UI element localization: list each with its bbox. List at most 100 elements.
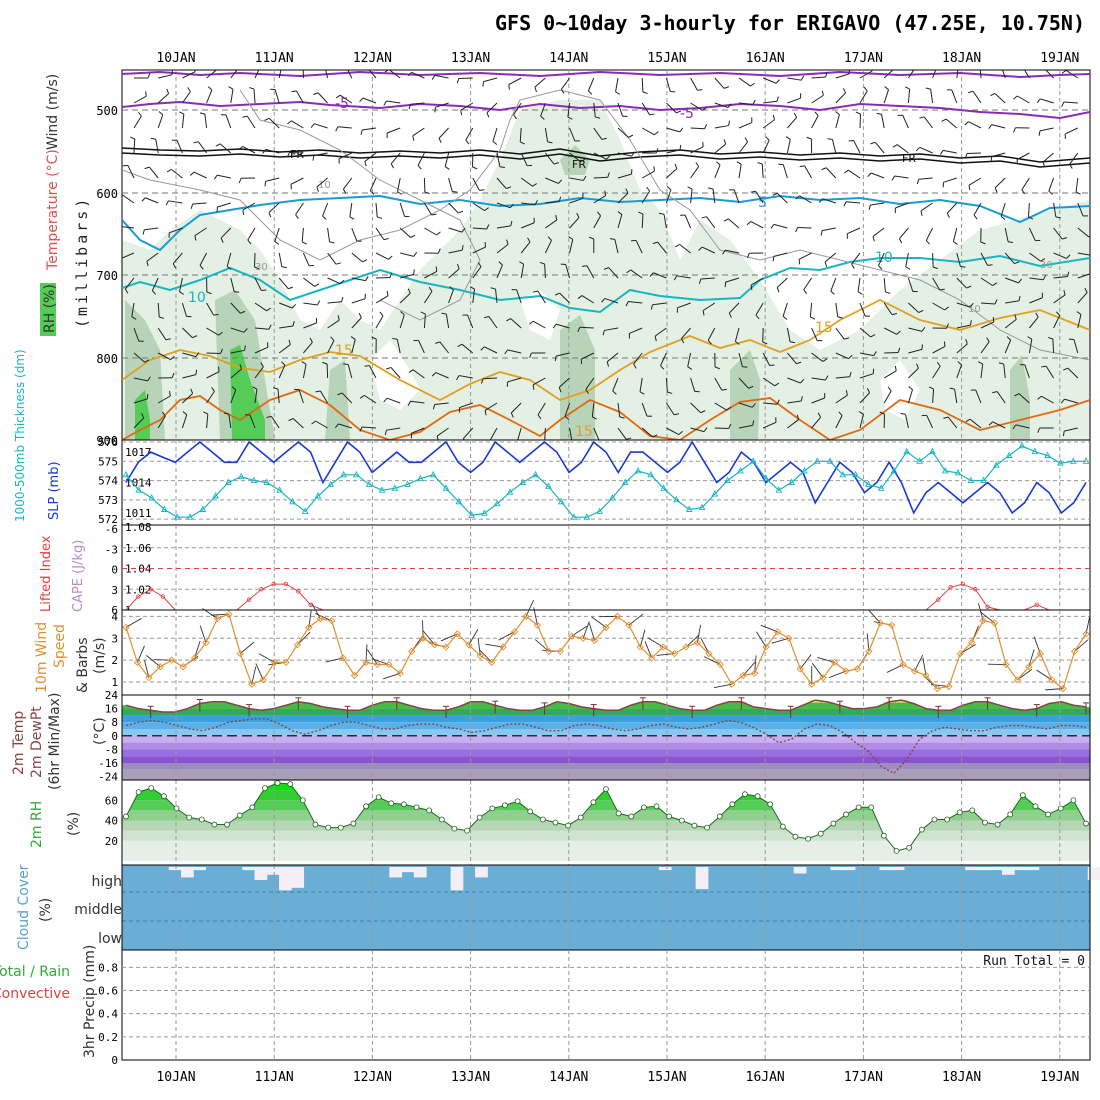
thickness-point	[621, 478, 629, 485]
wind-barb-feather	[970, 320, 972, 326]
rh2m-point	[514, 798, 521, 805]
thickness-point	[839, 470, 847, 478]
wind-barb	[1069, 152, 1079, 165]
wind-barb	[969, 418, 982, 429]
thickness-point	[673, 495, 680, 503]
wind-barb	[923, 116, 933, 129]
wind-barb	[1077, 273, 1090, 279]
wind-barb-feather	[606, 361, 610, 367]
wind-barb-feather	[288, 339, 291, 345]
wind-barb	[314, 123, 328, 129]
wind-barb-feather	[262, 149, 267, 154]
contour-label: 10	[875, 250, 893, 266]
wind-barb	[1064, 127, 1079, 135]
wind10-point	[728, 680, 736, 688]
wind-barb-feather	[892, 144, 898, 148]
wind-barb	[254, 389, 258, 404]
wind-barb	[825, 167, 837, 179]
wind-barb	[859, 414, 864, 429]
rh2m-band	[122, 820, 1090, 831]
wind10-point	[282, 658, 290, 666]
wind-barb	[532, 377, 546, 386]
wind-barb	[448, 289, 454, 304]
wind-barb-feather	[479, 189, 485, 191]
wind-barb	[821, 227, 836, 232]
wind-barb-feather	[827, 138, 833, 140]
wind-barb-feather	[281, 361, 286, 366]
thickness-point	[365, 480, 373, 487]
wind-barb	[303, 341, 313, 354]
wind-barb	[932, 388, 935, 404]
wind-barb-feather	[707, 340, 712, 345]
wind-barb	[1000, 202, 1006, 217]
wind10-point	[990, 619, 999, 627]
wind-barb	[486, 102, 498, 114]
cloud-high-bar	[401, 867, 415, 873]
wind-barb	[1042, 152, 1054, 163]
wind-barb-feather	[953, 241, 958, 245]
wind-barb-feather	[687, 186, 693, 190]
pressure-tick: 600	[96, 187, 118, 201]
wind-barb-feather	[653, 166, 655, 172]
wind10-point	[533, 621, 542, 629]
wind-barb-feather	[190, 388, 194, 394]
wind-barb-feather	[626, 437, 632, 440]
wind-barb-feather	[482, 81, 484, 87]
wind-barb	[302, 252, 310, 266]
wind-barb-feather	[159, 316, 165, 319]
wind-barb	[338, 152, 353, 160]
wind-barb-feather	[510, 220, 513, 226]
cape-point	[148, 587, 153, 592]
wind-barb-feather	[658, 212, 665, 215]
wind10-point	[1048, 676, 1056, 684]
wind-barb-feather	[407, 288, 411, 294]
wind-barb-feather	[350, 336, 356, 340]
wind-barb	[899, 227, 909, 240]
wind10-point	[545, 647, 553, 656]
wind-barb	[325, 70, 329, 79]
wind-barb	[883, 70, 894, 79]
wind-barb	[303, 302, 318, 306]
wind10-point	[625, 621, 633, 629]
wind-barb-feather	[558, 387, 562, 393]
wind-barb	[847, 227, 861, 235]
slp-tick: 1011	[125, 507, 152, 520]
wind-barb	[445, 314, 450, 329]
wind-barb-feather	[1076, 311, 1082, 315]
rh2m-point	[552, 819, 559, 826]
wind-barb	[397, 177, 401, 192]
thickness-point	[135, 486, 143, 493]
wind-barb	[315, 420, 328, 429]
wind-barb	[773, 252, 788, 257]
wind-barb-feather	[457, 343, 463, 348]
rh2m-band	[122, 810, 1090, 821]
wind-barb	[230, 70, 238, 79]
wind-barb-feather	[939, 288, 945, 291]
wind-barb-feather	[727, 103, 732, 108]
wind-barb-feather	[894, 365, 897, 371]
wind10-point	[796, 665, 804, 673]
rh2m-point	[224, 821, 230, 828]
wind-barb	[762, 377, 776, 387]
wind-barb-feather	[146, 261, 149, 267]
wind-barb	[707, 327, 716, 341]
wind10-barb	[311, 602, 321, 619]
wind-barb	[569, 127, 576, 142]
wind10-barb	[478, 649, 493, 663]
wind-barb	[463, 427, 474, 439]
wind10-barb	[144, 660, 150, 678]
slp-tick: 1014	[125, 477, 152, 490]
wind-barb	[565, 264, 571, 279]
pressure-label: (millibars)	[73, 196, 91, 328]
wind-barb	[375, 252, 389, 260]
wind-barb	[520, 152, 528, 166]
wind-barb-feather	[944, 306, 949, 311]
rh2m-point	[211, 821, 218, 828]
wind10-point	[293, 641, 302, 649]
wind-barb-feather	[313, 92, 319, 96]
wind-barb	[883, 327, 897, 335]
wind-barb	[341, 392, 353, 404]
wind-barb	[956, 70, 959, 79]
wind-barb	[1028, 227, 1036, 241]
